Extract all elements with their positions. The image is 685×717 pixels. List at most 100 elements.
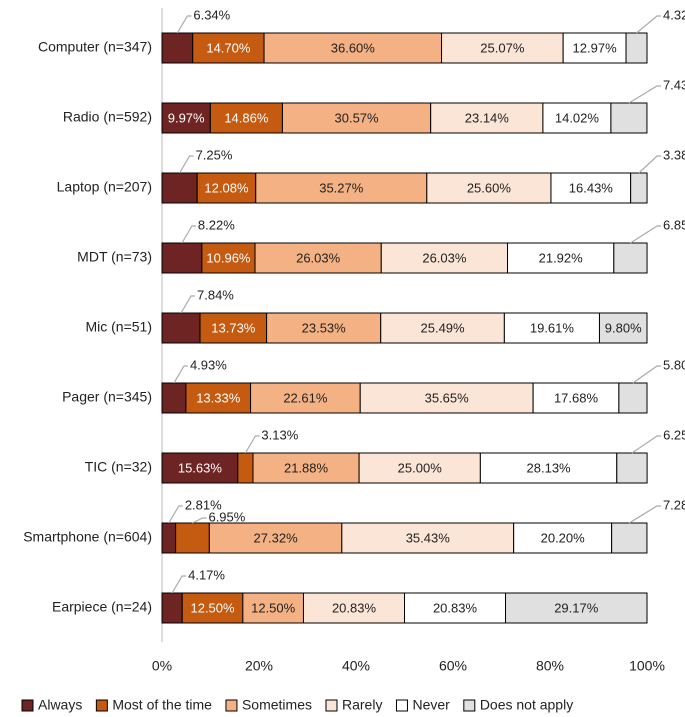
bar-segment <box>358 452 481 484</box>
value-label: 29.17% <box>554 600 599 615</box>
value-label: 28.13% <box>527 460 572 475</box>
bar-segment <box>380 312 505 344</box>
bar-segment <box>161 172 198 204</box>
bar-segment <box>209 102 283 134</box>
bar-segment <box>161 242 203 274</box>
bar-segment <box>161 382 187 414</box>
bar-segment <box>266 312 382 344</box>
value-label: 23.53% <box>302 320 347 335</box>
value-label: 20.83% <box>433 600 478 615</box>
value-label: 6.25% <box>663 427 685 442</box>
value-label: 19.61% <box>530 320 575 335</box>
bar-segment <box>254 242 382 274</box>
leader-line <box>168 505 183 524</box>
bar-segment <box>507 242 615 274</box>
value-label: 35.65% <box>425 390 470 405</box>
value-label: 7.25% <box>196 147 233 162</box>
bar-segment <box>503 312 600 344</box>
y-tick-label: Pager (n=345) <box>62 389 152 405</box>
bar-segment <box>175 522 210 554</box>
leader-line <box>628 505 661 524</box>
value-label: 20.83% <box>332 600 377 615</box>
bar-segment <box>542 102 612 134</box>
leader-line <box>632 365 661 384</box>
bar-segment <box>611 522 648 554</box>
bar-segment <box>199 312 268 344</box>
bar-segment <box>185 382 252 414</box>
value-label: 12.97% <box>573 40 618 55</box>
bar-segment <box>550 172 632 204</box>
legend-label: Most of the time <box>112 697 212 713</box>
value-label: 8.22% <box>198 217 235 232</box>
y-tick-label: TIC (n=32) <box>85 459 152 475</box>
leader-line <box>630 225 662 244</box>
y-tick-label: Earpiece (n=24) <box>52 599 152 615</box>
bar-segment <box>625 32 648 64</box>
value-label: 5.80% <box>663 357 685 372</box>
value-label: 25.00% <box>398 460 443 475</box>
value-label: 9.97% <box>168 110 205 125</box>
value-label: 13.33% <box>196 390 241 405</box>
leader-line <box>179 155 194 174</box>
value-label: 22.61% <box>283 390 328 405</box>
value-label: 26.03% <box>296 250 341 265</box>
legend-swatch <box>395 699 408 712</box>
value-label: 30.57% <box>335 110 380 125</box>
value-label: 12.50% <box>190 600 235 615</box>
x-tick-label: 40% <box>342 658 370 674</box>
value-label: 7.84% <box>197 287 234 302</box>
value-label: 17.68% <box>554 390 599 405</box>
bar-segment <box>237 452 254 484</box>
value-label: 10.96% <box>206 250 251 265</box>
value-label: 4.32% <box>663 7 685 22</box>
bar-segment <box>250 382 361 414</box>
value-label: 36.60% <box>331 40 376 55</box>
value-label: 9.80% <box>605 320 642 335</box>
value-label: 12.08% <box>204 180 249 195</box>
value-label: 35.43% <box>406 530 451 545</box>
value-label: 6.85% <box>663 217 685 232</box>
leader-line <box>192 517 207 524</box>
bar-segment <box>380 242 509 274</box>
bar-segment <box>263 32 443 64</box>
x-tick-label: 60% <box>439 658 467 674</box>
bar-segment <box>610 102 648 134</box>
leader-line <box>171 575 187 594</box>
leader-line <box>173 365 188 384</box>
legend-label: Always <box>38 697 82 713</box>
leader-line <box>244 435 260 454</box>
value-label: 3.13% <box>261 427 298 442</box>
legend-label: Does not apply <box>480 697 573 713</box>
value-label: 14.70% <box>206 40 251 55</box>
leader-line <box>180 295 196 314</box>
y-tick-label: Smartphone (n=604) <box>23 529 152 545</box>
y-tick-label: Computer (n=347) <box>38 39 152 55</box>
bar-segment <box>505 592 648 624</box>
legend-label: Rarely <box>342 697 382 713</box>
bar-segment <box>441 32 564 64</box>
y-tick-label: Radio (n=592) <box>63 109 152 125</box>
bar-segment <box>161 452 239 484</box>
value-label: 20.20% <box>541 530 586 545</box>
value-label: 27.32% <box>254 530 299 545</box>
bar-segment <box>252 452 360 484</box>
leader-line <box>631 435 662 454</box>
bar-segment <box>196 172 257 204</box>
value-label: 26.03% <box>422 250 467 265</box>
value-label: 25.49% <box>421 320 466 335</box>
bar-segment <box>302 592 405 624</box>
x-tick-label: 20% <box>245 658 273 674</box>
bar-segment <box>513 522 613 554</box>
bar-segment <box>630 172 648 204</box>
leader-line <box>638 155 662 174</box>
value-label: 14.86% <box>224 110 269 125</box>
bar-segment <box>201 242 256 274</box>
bar-segment <box>598 312 648 344</box>
bar-segment <box>479 452 618 484</box>
bar-segment <box>242 592 304 624</box>
x-tick-label: 80% <box>536 658 564 674</box>
value-label: 21.88% <box>284 460 329 475</box>
value-label: 2.81% <box>185 497 222 512</box>
legend-swatch <box>225 699 238 712</box>
